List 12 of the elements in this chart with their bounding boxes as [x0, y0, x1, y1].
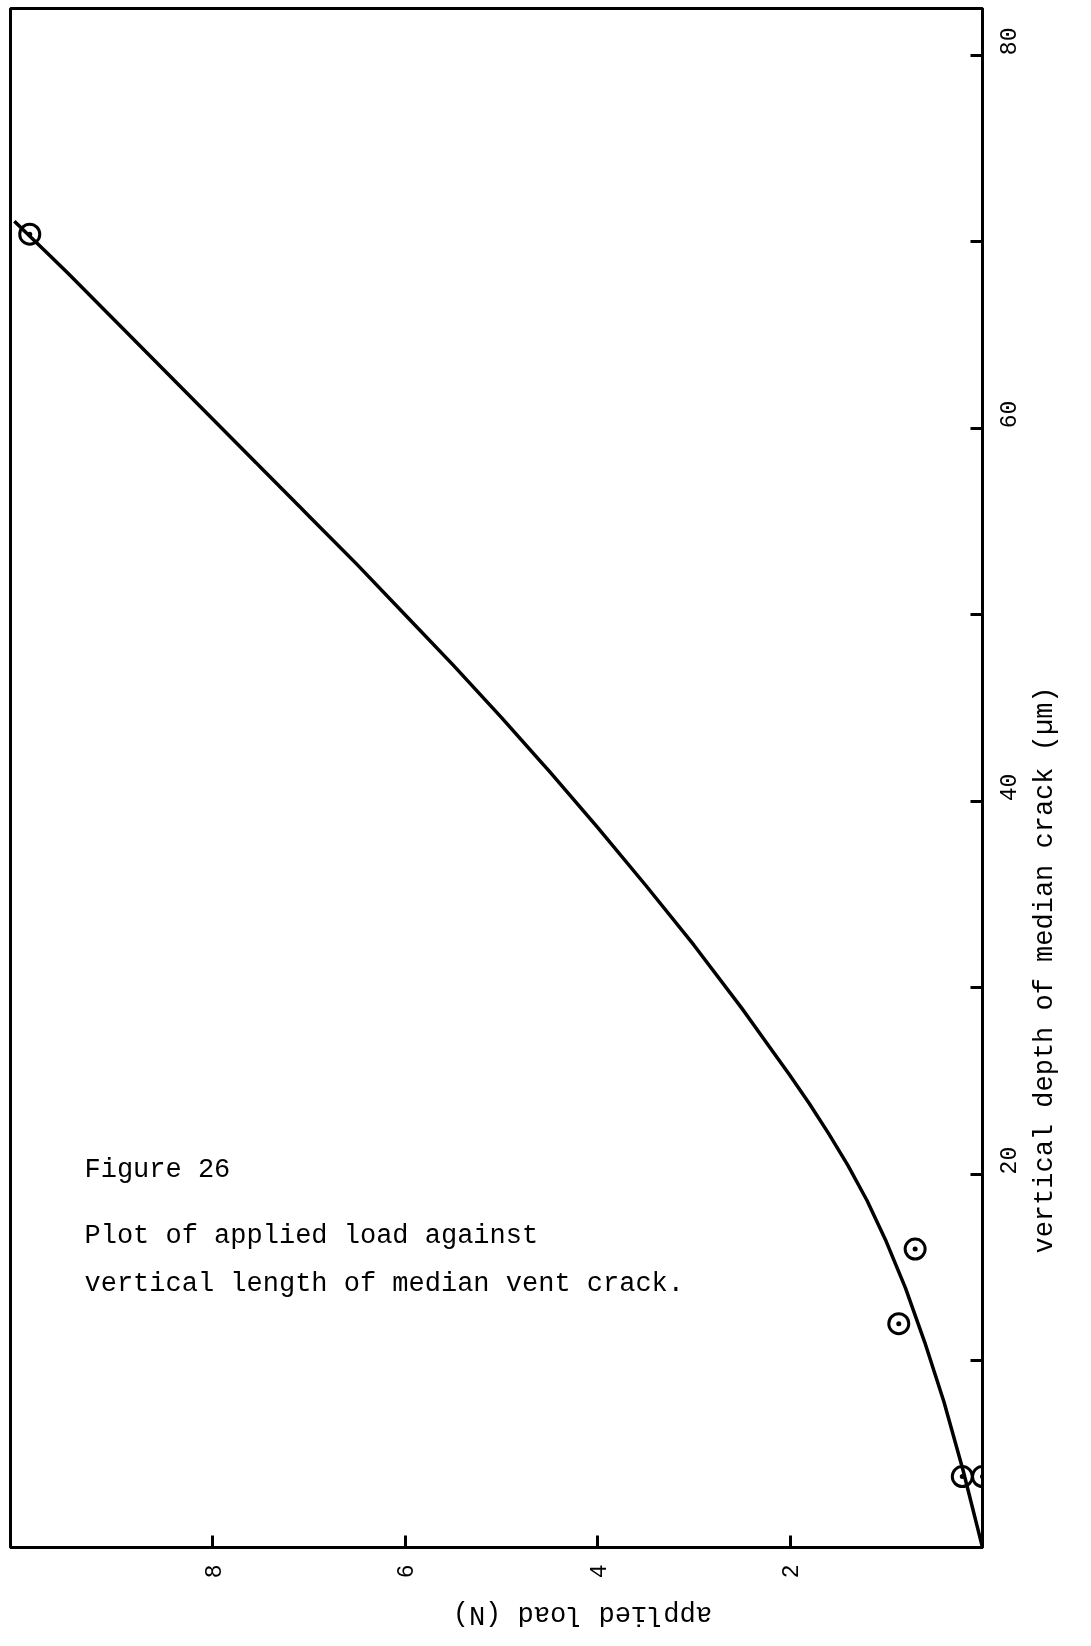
x-tick-label: 8: [201, 1564, 228, 1579]
y-tick-label: 60: [997, 400, 1024, 429]
y-tick-label: 20: [997, 1146, 1024, 1175]
x-axis-title: applied load (N): [452, 1598, 712, 1629]
text: Plot of applied load against vertical length of median vent crack.: [84, 1220, 684, 1299]
y-tick-label: 40: [997, 773, 1024, 802]
x-tick-label: 2: [779, 1564, 806, 1579]
y-tick-label: 80: [997, 27, 1024, 56]
y-axis-title: vertical depth of median crack (µm): [1030, 686, 1061, 1254]
text: Figure 26: [84, 1154, 231, 1185]
x-tick-label: 4: [586, 1564, 613, 1579]
x-tick-label: 6: [394, 1564, 421, 1579]
